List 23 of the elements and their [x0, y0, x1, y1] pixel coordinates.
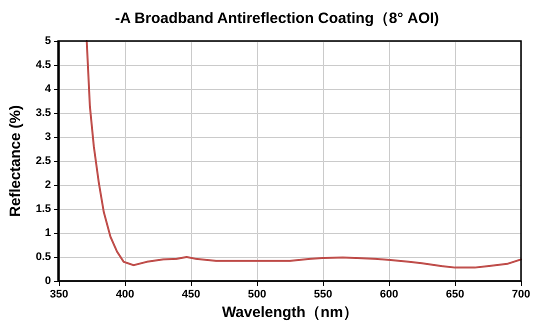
x-tick-label: 450: [182, 288, 200, 300]
y-tick-label: 1: [44, 227, 51, 239]
x-tick-label: 700: [512, 288, 530, 300]
chart-title: -A Broadband Antireflection Coating（8° AOI): [114, 10, 440, 27]
x-tick-label: 350: [50, 288, 68, 300]
y-tick-label: 3.5: [36, 107, 51, 119]
x-tick-label: 550: [314, 288, 332, 300]
y-tick-label: 1.5: [36, 203, 51, 215]
y-tick-label: 4: [44, 83, 52, 95]
x-tick-label: 600: [380, 288, 398, 300]
y-tick-label: 5: [44, 35, 51, 47]
x-tick-label: 400: [116, 288, 134, 300]
x-tick-label: 650: [446, 288, 464, 300]
y-axis-title: Reflectance (%): [7, 105, 24, 217]
y-tick-label: 2.5: [36, 155, 51, 167]
y-tick-label: 3: [44, 131, 51, 143]
line-series: [86, 40, 522, 269]
x-axis-title: Wavelength（nm）: [222, 304, 358, 321]
y-tick-label: 0.5: [36, 251, 51, 263]
x-tick-label: 500: [248, 288, 266, 300]
y-tick-label: 4.5: [36, 59, 51, 71]
y-tick-label: 2: [44, 179, 51, 191]
y-tick-label: 0: [44, 275, 51, 287]
